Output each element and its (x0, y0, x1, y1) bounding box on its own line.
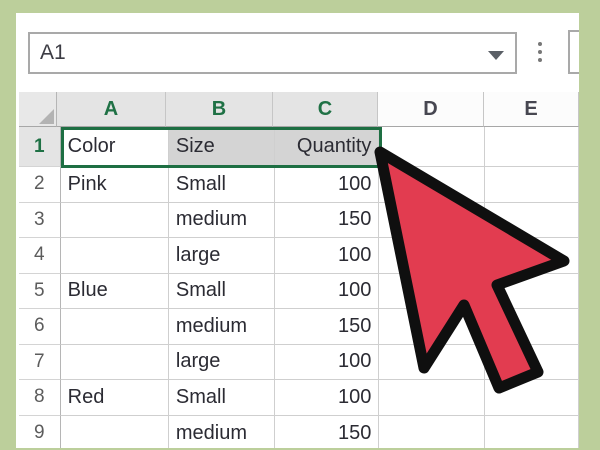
cell-C5[interactable]: 100 (275, 273, 380, 309)
cell-C2[interactable]: 100 (275, 167, 380, 203)
cell-D5[interactable] (379, 273, 485, 309)
select-all-corner[interactable] (19, 92, 57, 127)
cell-B1[interactable]: Size (168, 127, 276, 167)
table-row: 1 Color Size Quantity (19, 127, 579, 167)
table-row: 7 large 100 (19, 344, 579, 380)
column-header-A[interactable]: A (57, 92, 166, 127)
cell-E5[interactable] (484, 273, 579, 309)
table-row: 2 Pink Small 100 (19, 167, 579, 203)
table-row: 5 Blue Small 100 (19, 273, 579, 309)
row-header-7[interactable]: 7 (19, 344, 61, 380)
cell-A1[interactable]: Color (60, 127, 169, 167)
grid-rows: 1 Color Size Quantity 2 Pink Small 100 3 medium 15… (19, 127, 579, 448)
cell-E6[interactable] (484, 309, 579, 345)
cell-D7[interactable] (379, 344, 485, 380)
cell-D1[interactable] (379, 127, 485, 167)
table-row: 6 medium 150 (19, 309, 579, 345)
cell-E8[interactable] (484, 380, 579, 416)
row-header-3[interactable]: 3 (19, 202, 61, 238)
cell-C4[interactable]: 100 (275, 238, 380, 274)
column-header-B[interactable]: B (166, 92, 273, 127)
cell-B2[interactable]: Small (168, 167, 276, 203)
row-header-8[interactable]: 8 (19, 380, 61, 416)
column-header-C[interactable]: C (273, 92, 378, 127)
row-header-1[interactable]: 1 (19, 127, 61, 167)
row-header-9[interactable]: 9 (19, 415, 61, 448)
cell-B7[interactable]: large (168, 344, 276, 380)
cell-A9[interactable] (60, 415, 169, 448)
cell-D8[interactable] (379, 380, 485, 416)
cell-A5[interactable]: Blue (60, 273, 169, 309)
cell-E1[interactable] (484, 127, 579, 167)
cell-E7[interactable] (484, 344, 579, 380)
cell-C9[interactable]: 150 (275, 415, 380, 448)
cell-D2[interactable] (379, 167, 485, 203)
cell-A6[interactable] (60, 309, 169, 345)
cell-D4[interactable] (379, 238, 485, 274)
row-header-4[interactable]: 4 (19, 238, 61, 274)
vertical-ellipsis-icon (538, 42, 542, 62)
cell-A3[interactable] (60, 202, 169, 238)
cell-C1[interactable]: Quantity (275, 127, 380, 167)
select-all-triangle-icon (39, 109, 54, 124)
cell-B3[interactable]: medium (168, 202, 276, 238)
column-header-D[interactable]: D (378, 92, 484, 127)
formula-bar[interactable] (568, 30, 579, 74)
cell-C8[interactable]: 100 (275, 380, 380, 416)
cell-C6[interactable]: 150 (275, 309, 380, 345)
name-box-value: A1 (40, 41, 66, 64)
cell-B8[interactable]: Small (168, 380, 276, 416)
table-row: 3 medium 150 (19, 202, 579, 238)
table-row: 9 medium 150 (19, 415, 579, 448)
cell-B4[interactable]: large (168, 238, 276, 274)
table-row: 4 large 100 (19, 238, 579, 274)
cell-A2[interactable]: Pink (60, 167, 169, 203)
cell-E9[interactable] (484, 415, 579, 448)
column-header-E[interactable]: E (484, 92, 579, 127)
cell-D6[interactable] (379, 309, 485, 345)
row-header-2[interactable]: 2 (19, 167, 61, 203)
cell-B6[interactable]: medium (168, 309, 276, 345)
cell-B5[interactable]: Small (168, 273, 276, 309)
row-header-5[interactable]: 5 (19, 273, 61, 309)
cell-E4[interactable] (484, 238, 579, 274)
cell-D3[interactable] (379, 202, 485, 238)
cell-A8[interactable]: Red (60, 380, 169, 416)
cell-B9[interactable]: medium (168, 415, 276, 448)
cell-D9[interactable] (379, 415, 485, 448)
cell-A4[interactable] (60, 238, 169, 274)
cell-E3[interactable] (484, 202, 579, 238)
row-header-6[interactable]: 6 (19, 309, 61, 345)
cell-C3[interactable]: 150 (275, 202, 380, 238)
cell-C7[interactable]: 100 (275, 344, 380, 380)
cell-A7[interactable] (60, 344, 169, 380)
name-box[interactable]: A1 (28, 32, 517, 74)
chevron-down-icon[interactable] (488, 51, 504, 60)
table-row: 8 Red Small 100 (19, 380, 579, 416)
cell-E2[interactable] (484, 167, 579, 203)
